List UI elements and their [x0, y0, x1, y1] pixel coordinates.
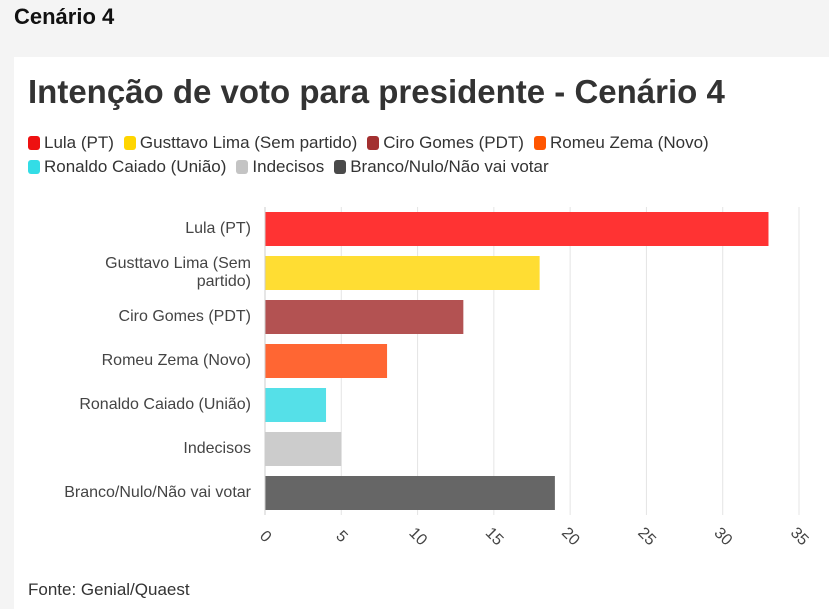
y-category-label: Romeu Zema (Novo) — [102, 352, 251, 369]
legend-item: Romeu Zema (Novo) — [533, 133, 709, 153]
bar — [265, 256, 540, 290]
legend-label: Romeu Zema (Novo) — [549, 133, 709, 152]
legend-item: Gusttavo Lima (Sem partido) — [123, 133, 358, 153]
legend-item: Ronaldo Caiado (União) — [28, 157, 226, 177]
chart-card: Intenção de voto para presidente - Cenár… — [14, 57, 829, 609]
y-category-label: Lula (PT) — [185, 220, 251, 237]
section-title: Cenário 4 — [14, 4, 115, 29]
y-category-label: Indecisos — [183, 440, 251, 457]
legend-item: Lula (PT) — [28, 133, 114, 153]
legend-swatch — [28, 136, 40, 150]
legend-item: Indecisos — [236, 157, 324, 177]
x-tick-label: 35 — [787, 524, 812, 549]
legend-label: Ciro Gomes (PDT) — [383, 133, 524, 152]
legend-swatch — [334, 160, 347, 174]
legend-label: Gusttavo Lima (Sem partido) — [139, 133, 358, 152]
legend-label: Lula (PT) — [44, 133, 114, 152]
bar — [265, 476, 555, 510]
bar — [265, 344, 388, 378]
chart-legend: Lula (PT) Gusttavo Lima (Sem partido) Ciro… — [28, 133, 798, 177]
legend-label: Branco/Nulo/Não vai votar — [350, 157, 549, 176]
legend-item: Ciro Gomes (PDT) — [367, 133, 524, 153]
bar — [265, 388, 327, 422]
x-tick-label: 30 — [711, 524, 736, 549]
y-category-label: Branco/Nulo/Não vai votar — [64, 484, 251, 501]
x-tick-label: 20 — [558, 524, 583, 549]
x-tick-label: 5 — [332, 528, 350, 546]
x-tick-label: 0 — [256, 528, 274, 546]
y-category-label: Gusttavo Lima (Sem — [105, 255, 251, 272]
x-tick-label: 15 — [482, 524, 507, 549]
bar-chart: 0 5 10 15 20 25 30 35 Lula (PT) Gusttavo Lima (Se… — [64, 207, 812, 549]
legend-swatch — [367, 136, 380, 150]
y-category-label: partido) — [197, 273, 251, 290]
bar — [265, 300, 464, 334]
x-tick-label: 25 — [634, 524, 659, 549]
legend-swatch — [533, 136, 546, 150]
y-category-label: Ronaldo Caiado (União) — [79, 396, 251, 413]
legend-swatch — [236, 160, 249, 174]
legend-label: Indecisos — [252, 157, 325, 176]
bar — [265, 212, 769, 246]
x-tick-label: 10 — [405, 524, 430, 549]
chart-title: Intenção de voto para presidente - Cenár… — [28, 73, 725, 110]
legend-swatch — [28, 160, 40, 174]
y-category-label: Ciro Gomes (PDT) — [119, 308, 251, 325]
chart-source: Fonte: Genial/Quaest — [28, 580, 190, 599]
legend-swatch — [123, 136, 136, 150]
legend-item: Branco/Nulo/Não vai votar — [334, 157, 549, 177]
legend-label: Ronaldo Caiado (União) — [44, 157, 227, 176]
bar — [265, 432, 342, 466]
